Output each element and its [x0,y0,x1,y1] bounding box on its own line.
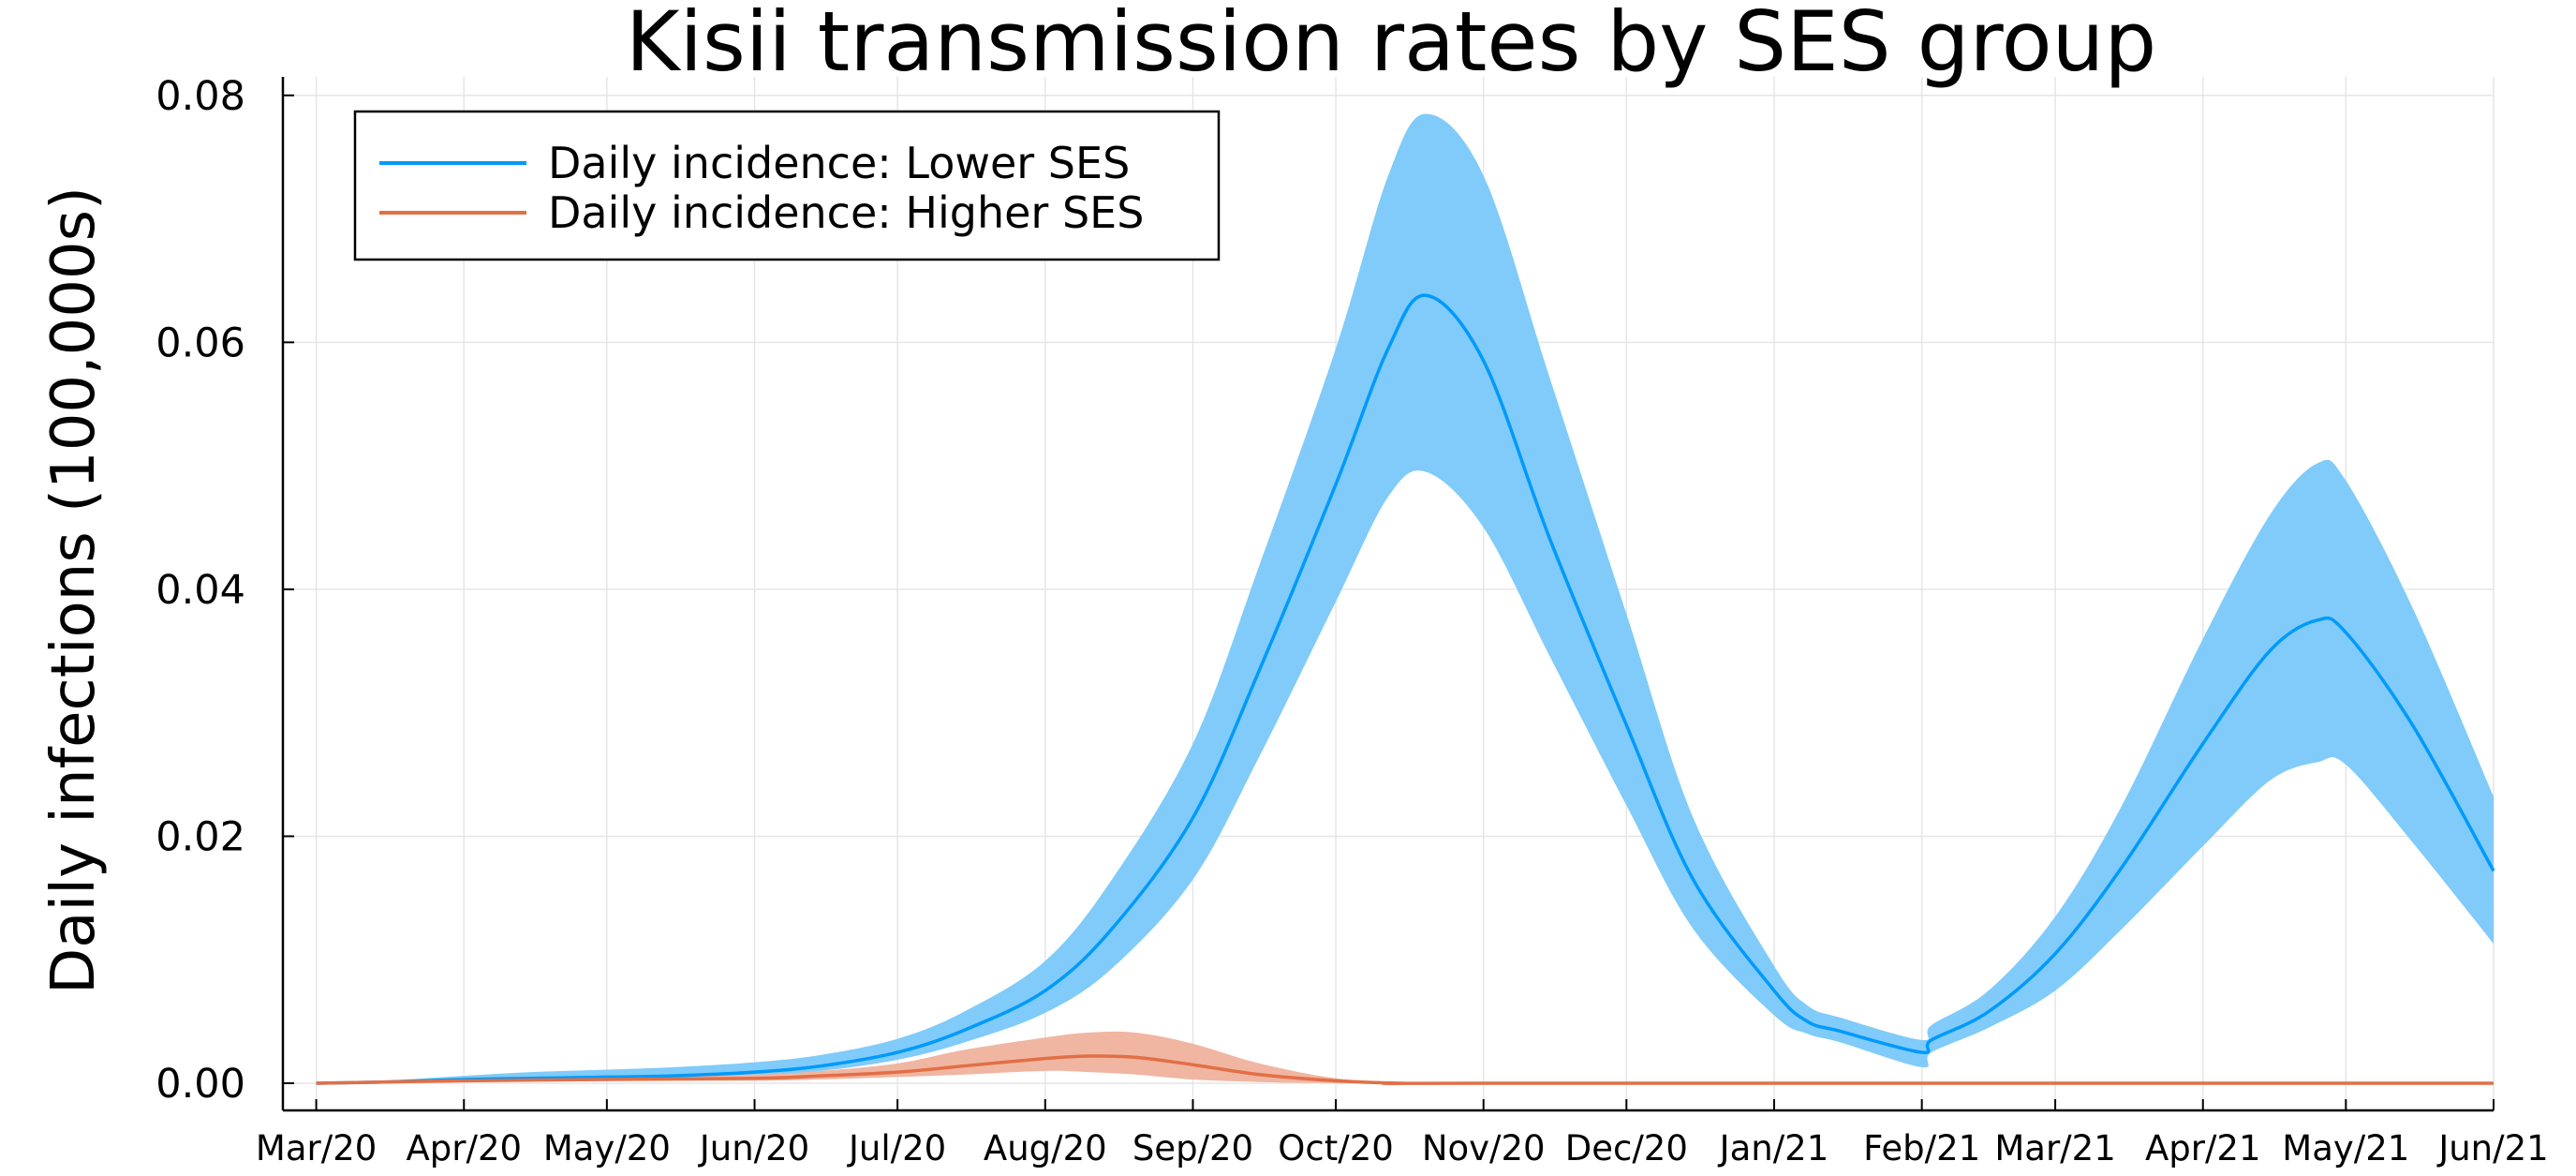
x-tick-label: Sep/20 [1133,1128,1253,1169]
series-lines [316,293,2495,1085]
x-tick-label: Mar/21 [1994,1128,2115,1169]
x-tick-label: Jun/20 [698,1128,809,1169]
y-axis-ticks: 0.00 0.02 0.04 0.06 0.08 [155,73,294,1108]
x-tick-label: Nov/20 [1422,1128,1546,1169]
band-series-0 [316,113,2494,1084]
x-tick-label: Aug/20 [984,1128,1107,1169]
line-series-0 [316,293,2495,1085]
x-tick-label: Apr/20 [406,1128,522,1169]
y-tick-label: 0.00 [155,1061,245,1108]
y-axis-label: Daily infections (100,000s) [39,186,109,994]
y-tick-label: 0.08 [155,73,245,120]
line-series-1 [316,1054,2494,1085]
x-tick-label: Dec/20 [1565,1128,1688,1169]
x-tick-label: Feb/21 [1863,1128,1980,1169]
legend-label: Daily incidence: Lower SES [548,138,1130,188]
band-series-1 [316,1031,2494,1084]
y-tick-label: 0.04 [155,567,245,614]
confidence-bands [316,113,2494,1084]
x-tick-label: Jul/20 [847,1128,946,1169]
x-tick-label: Mar/20 [256,1128,377,1169]
x-tick-label: Apr/21 [2145,1128,2261,1169]
x-tick-label: May/21 [2282,1128,2409,1169]
legend-label: Daily incidence: Higher SES [548,187,1144,238]
x-axis-ticks: Mar/20 Apr/20 May/20 Jun/20 Jul/20 Aug/20 Sep/… [256,1099,2549,1169]
y-tick-label: 0.06 [155,320,245,366]
axes [281,77,2494,1112]
y-tick-label: 0.02 [155,813,245,860]
x-tick-label: Jan/21 [1718,1128,1829,1169]
x-tick-label: Oct/20 [1278,1128,1394,1169]
legend-box [353,110,1221,261]
x-tick-label: May/20 [543,1128,671,1169]
x-tick-label: Jun/21 [2436,1128,2548,1169]
chart-title: Kisii transmission rates by SES group [626,0,2156,90]
